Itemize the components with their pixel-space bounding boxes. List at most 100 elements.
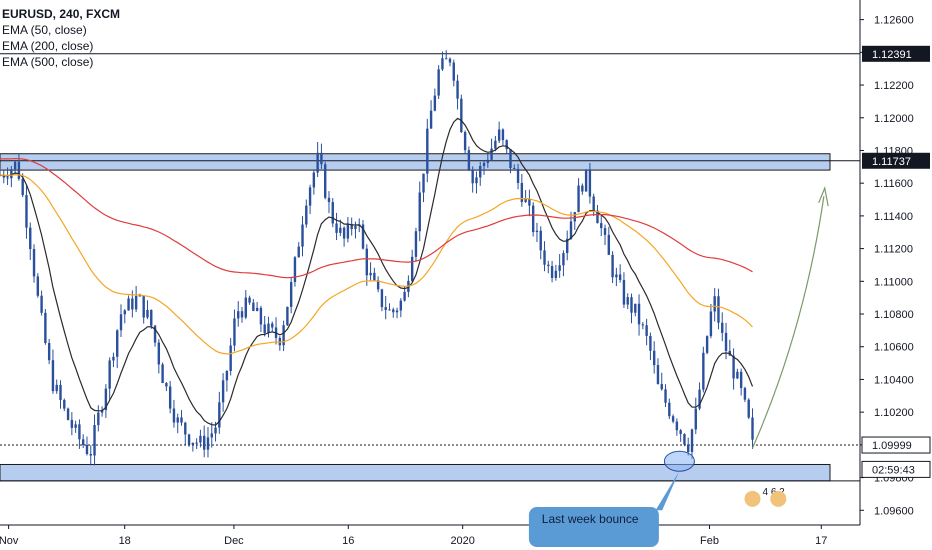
candle-body xyxy=(271,323,274,328)
candle-body xyxy=(259,307,263,325)
candle-body xyxy=(626,297,629,305)
candle-body xyxy=(153,325,157,343)
candle-body xyxy=(463,132,467,151)
time-tick-label: Dec xyxy=(224,535,244,547)
candle-body xyxy=(301,224,304,247)
candle-body xyxy=(709,311,713,337)
candle-body xyxy=(369,272,372,276)
legend-ema500: EMA (500, close) xyxy=(2,55,94,69)
candle-body xyxy=(649,335,652,351)
candle-body xyxy=(395,310,399,313)
candle-body xyxy=(104,388,108,411)
candle-body xyxy=(13,161,17,170)
candle-body xyxy=(316,152,319,173)
candle-body xyxy=(414,231,418,257)
candle-body xyxy=(214,427,217,434)
candle-body xyxy=(535,230,539,233)
candle-body xyxy=(713,296,716,312)
candle-body xyxy=(354,226,357,230)
candle-body xyxy=(562,253,565,266)
candle-body xyxy=(47,343,51,361)
candle-body xyxy=(607,234,611,255)
candle-body xyxy=(683,434,686,445)
price-tag-countdown-border xyxy=(861,460,931,478)
candle-body xyxy=(717,296,720,323)
candles xyxy=(0,50,754,466)
time-tick-label: Nov xyxy=(0,535,19,547)
candle-body xyxy=(410,256,414,281)
candle-body xyxy=(668,402,671,417)
candle-body xyxy=(221,380,225,403)
candle-body xyxy=(664,389,667,403)
legend-symbol: EURUSD, 240, FXCM xyxy=(2,7,121,21)
candle-body xyxy=(168,386,172,409)
candle-body xyxy=(32,249,36,277)
candle-body xyxy=(184,422,187,435)
candle-body xyxy=(705,336,709,353)
candle-body xyxy=(85,444,89,454)
candle-body xyxy=(751,417,754,440)
candle-body xyxy=(66,408,70,420)
candle-body xyxy=(622,279,626,305)
candle-body xyxy=(172,408,176,423)
price-tick-label: 1.09600 xyxy=(874,505,914,517)
time-tick-label: 17 xyxy=(815,535,827,547)
candle-body xyxy=(180,417,183,423)
candle-body xyxy=(361,224,365,249)
candle-body xyxy=(516,168,520,183)
candle-body xyxy=(282,325,285,346)
candle-body xyxy=(51,360,55,392)
candle-body xyxy=(286,306,289,326)
sr-zone xyxy=(0,153,831,171)
price-tick-label: 1.10800 xyxy=(874,309,914,321)
candle-body xyxy=(29,227,32,250)
candle-body xyxy=(44,312,47,344)
candle-body xyxy=(70,419,74,428)
candle-body xyxy=(615,274,618,278)
candle-body xyxy=(100,410,104,413)
price-tick-label: 1.12200 xyxy=(874,80,914,92)
candle-body xyxy=(108,360,111,389)
candle-body xyxy=(206,437,210,450)
candle-body xyxy=(437,69,440,96)
price-tag-current-border xyxy=(861,436,931,454)
price-tick-label: 1.10600 xyxy=(874,342,914,354)
candle-body xyxy=(218,402,221,428)
candle-body xyxy=(202,435,206,450)
candle-body xyxy=(581,185,584,192)
candle-body xyxy=(229,345,232,371)
candle-body xyxy=(679,430,682,435)
price-tag-high: 1.12391 xyxy=(872,49,912,61)
candle-body xyxy=(36,276,40,296)
price-tick-label: 1.12600 xyxy=(874,15,914,27)
candle-body xyxy=(497,129,501,141)
price-tick-label: 1.11000 xyxy=(874,276,913,288)
candle-body xyxy=(199,435,202,443)
candle-body xyxy=(611,254,614,278)
legend-ema200: EMA (200, close) xyxy=(2,39,94,53)
candle-body xyxy=(187,434,191,445)
price-tick-label: 1.10200 xyxy=(874,407,914,419)
candle-body xyxy=(675,421,679,431)
candle-body xyxy=(131,298,134,310)
candle-body xyxy=(509,149,512,168)
candle-body xyxy=(119,314,123,331)
candle-body xyxy=(324,164,327,198)
candle-body xyxy=(157,342,161,365)
candle-body xyxy=(524,198,527,203)
candle-body xyxy=(134,295,138,310)
candle-body xyxy=(331,202,334,224)
price-tag-current: 1.09999 xyxy=(872,440,912,452)
candle-body xyxy=(240,311,244,318)
candle-body xyxy=(150,309,153,326)
candle-body xyxy=(81,439,85,445)
candle-body xyxy=(554,270,558,278)
chart-legend: EURUSD, 240, FXCM EMA (50, close) EMA (2… xyxy=(2,6,120,70)
candle-body xyxy=(588,169,592,197)
projection-arrow xyxy=(751,196,825,449)
candle-body xyxy=(89,453,92,456)
candle-body xyxy=(74,424,77,428)
candle-body xyxy=(569,221,573,239)
price-tick-label: 1.10400 xyxy=(874,374,914,386)
